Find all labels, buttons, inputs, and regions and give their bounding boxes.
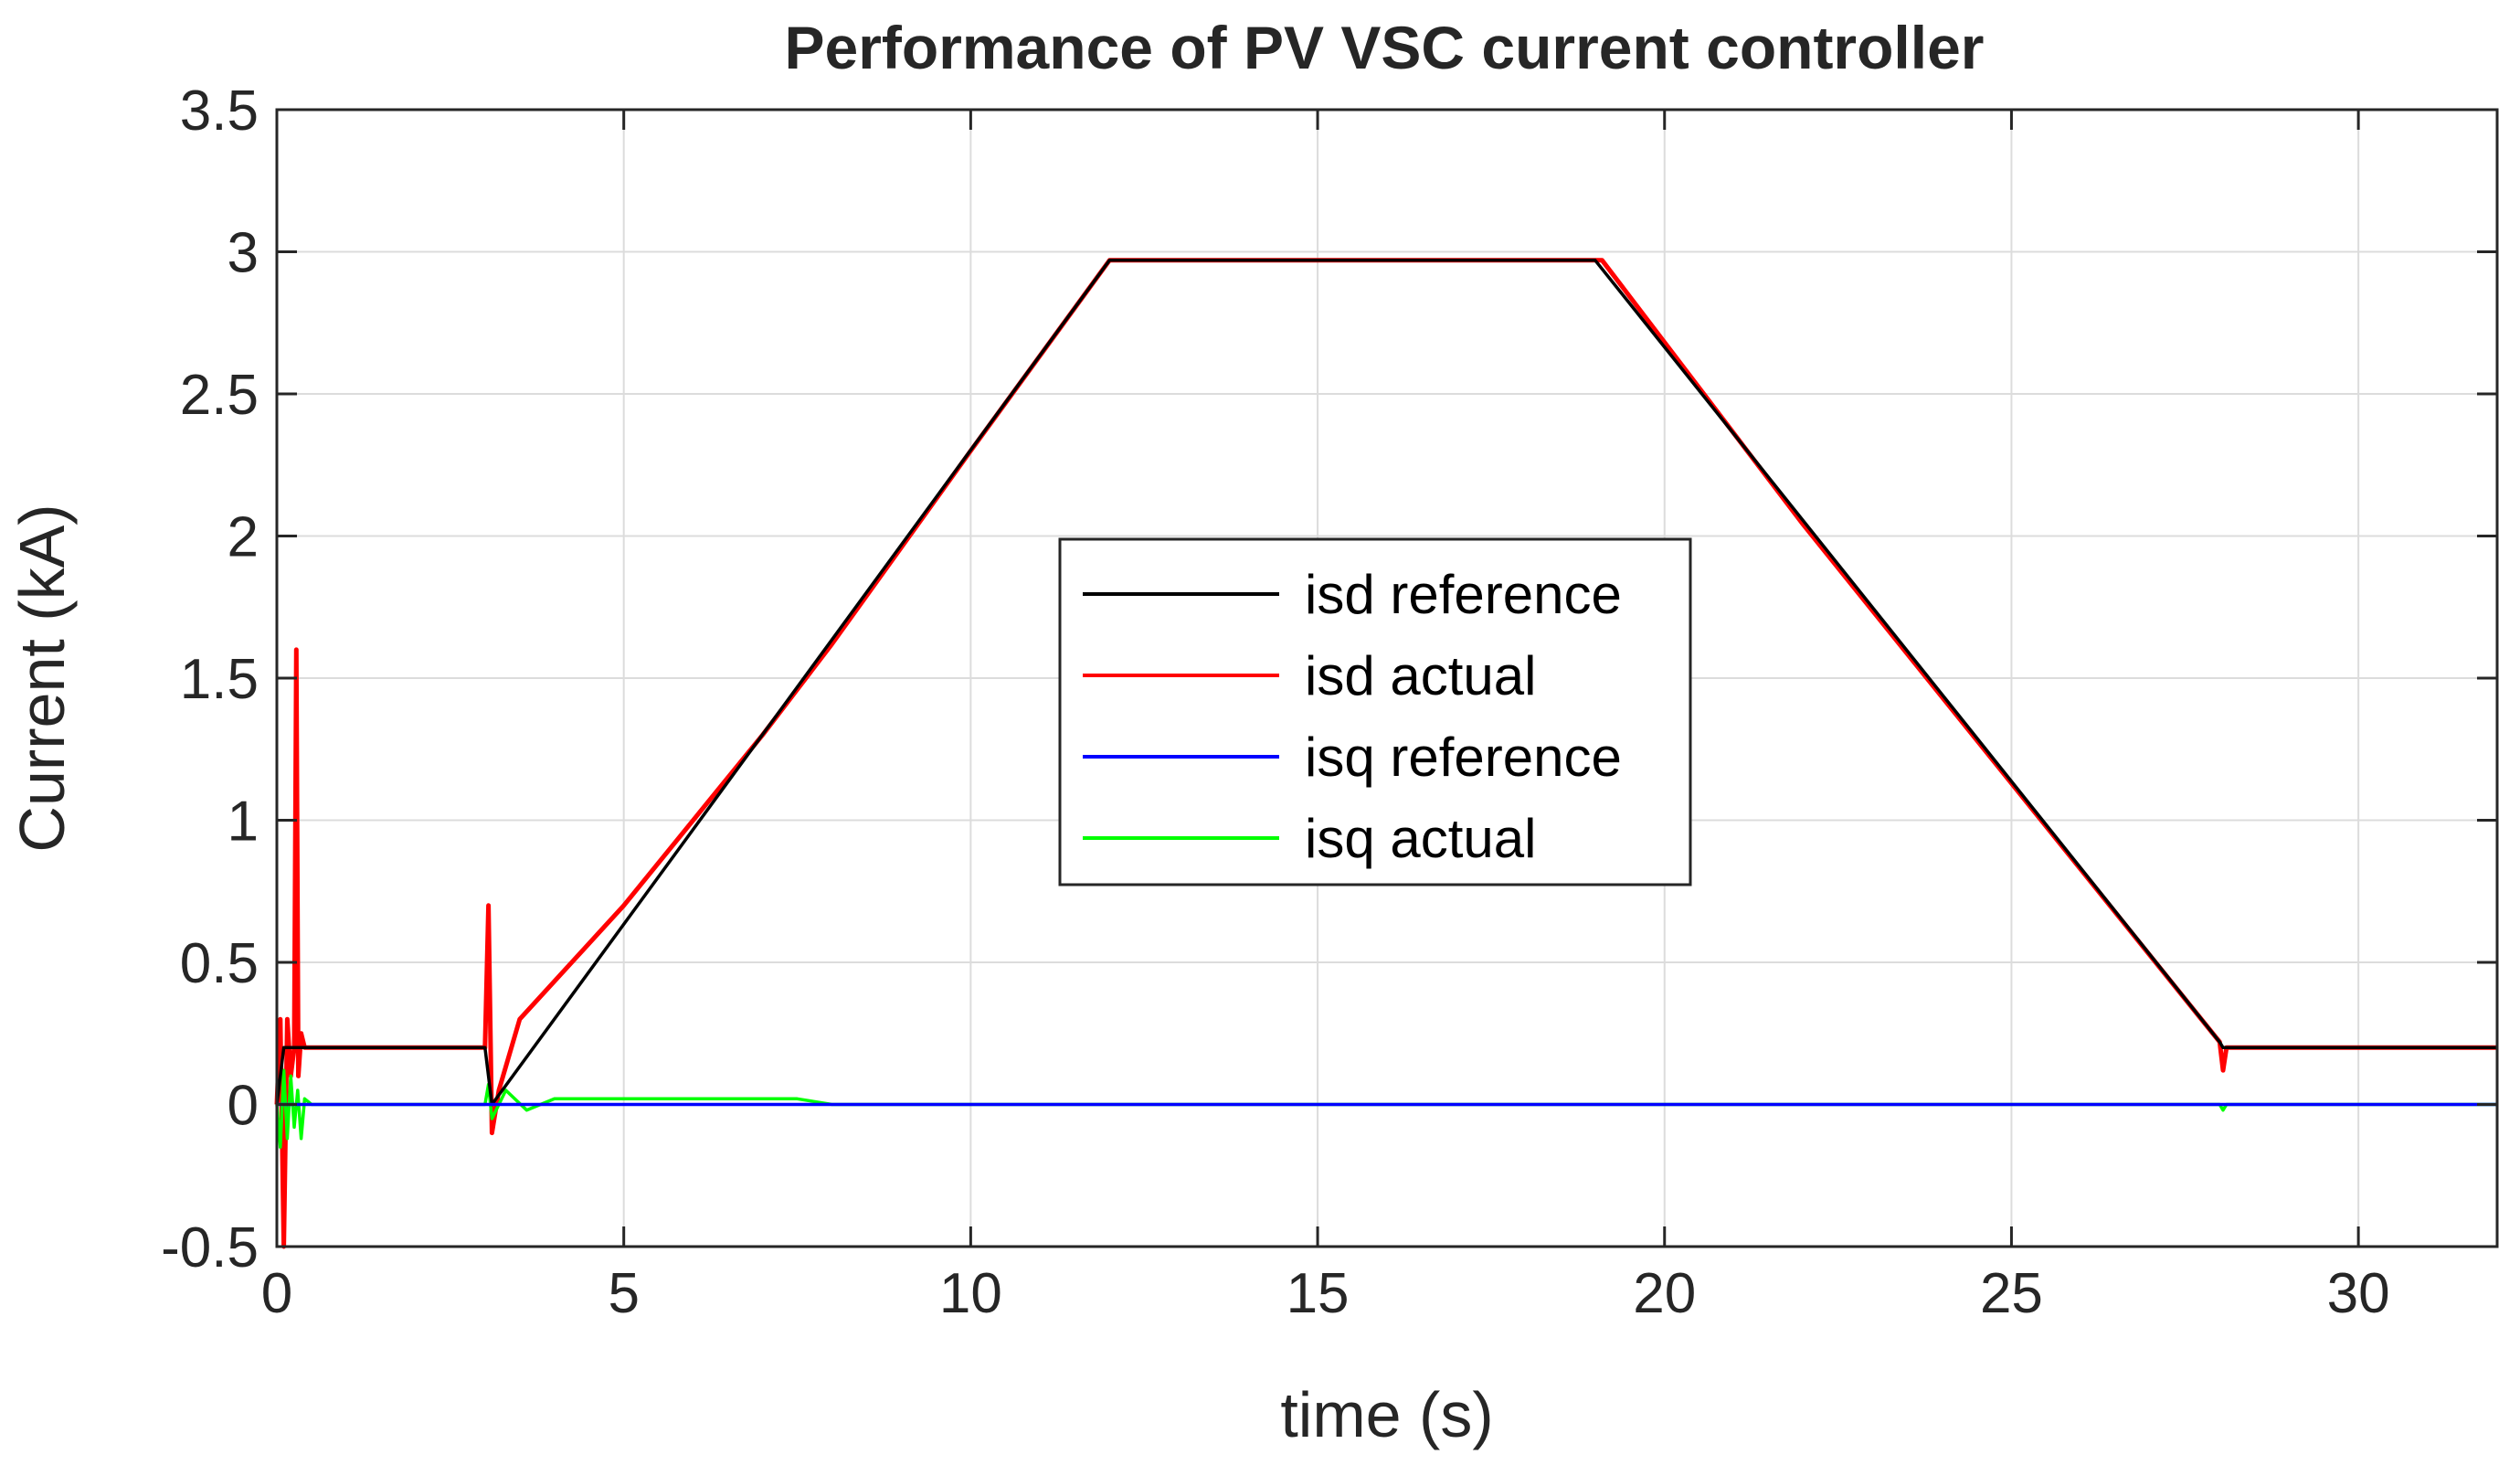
x-tick-label: 25: [1980, 1262, 2043, 1325]
y-tick-label: 3: [228, 222, 259, 285]
y-tick-label: 3.5: [180, 80, 259, 143]
y-tick-label: 2: [228, 506, 259, 569]
chart-title: Performance of PV VSC current controller: [784, 14, 1984, 81]
y-tick-label: 1: [228, 791, 259, 854]
x-tick-label: 20: [1633, 1262, 1696, 1325]
legend-label-isq-actual: isq actual: [1305, 808, 1536, 869]
legend-box: [1058, 537, 1692, 886]
x-tick-label: 15: [1286, 1262, 1350, 1325]
x-tick-label: 0: [261, 1262, 292, 1325]
x-axis-label: time (s): [1280, 1379, 1493, 1450]
y-axis-label: Current (kA): [6, 504, 78, 852]
y-tick-label: 2.5: [180, 364, 259, 427]
legend-label-isd-reference: isd reference: [1305, 564, 1622, 625]
series-layer: [274, 258, 2497, 1249]
y-tick-label: 1.5: [180, 648, 259, 711]
legend: isd reference isd actual isq reference isq …: [1058, 537, 1692, 886]
x-tick-label: 10: [939, 1262, 1002, 1325]
legend-label-isq-reference: isq reference: [1305, 727, 1622, 788]
y-tick-label: 0.5: [180, 932, 259, 995]
x-tick-label: 30: [2327, 1262, 2390, 1325]
y-tick-label: -0.5: [161, 1216, 259, 1279]
y-tick-label: 0: [228, 1075, 259, 1138]
legend-label-isd-actual: isd actual: [1305, 645, 1536, 706]
ticks: 0 5 10 15 20 25 30-0.500.511.522.533.5: [161, 80, 2497, 1325]
x-tick-label: 5: [608, 1262, 639, 1325]
